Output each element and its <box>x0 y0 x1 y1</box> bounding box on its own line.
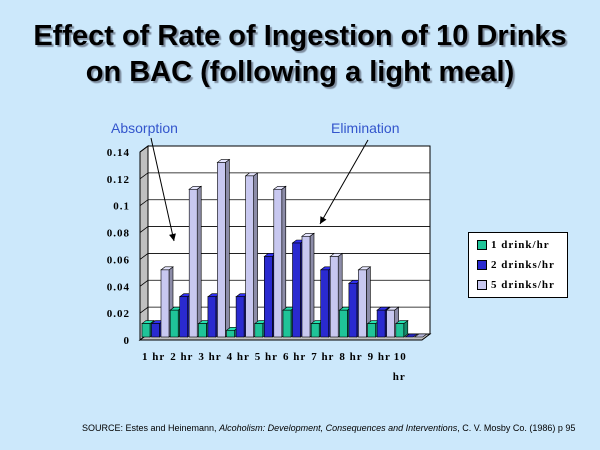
legend-swatch-3 <box>477 280 487 291</box>
bar-s2-c3 <box>207 296 217 338</box>
bar-s1-c4 <box>226 329 235 338</box>
legend-label-2: 2 drinks/hr <box>491 259 555 271</box>
x-tick-label-2: 2 hr <box>170 351 193 363</box>
bar-s2-c2 <box>179 296 188 338</box>
bar-s2-c8 <box>348 282 358 338</box>
legend-swatch-2 <box>477 260 487 271</box>
x-tick-label-10-unit: hr <box>393 371 406 383</box>
source-prefix: SOURCE: Estes and Heinemann, <box>82 423 220 433</box>
legend-label-3: 5 drinks/hr <box>491 279 555 291</box>
bar-s3-c6-side <box>309 232 315 338</box>
bar-s3-c2 <box>188 188 198 338</box>
bar-s3-c8 <box>358 269 367 338</box>
y-tick-label-0: 0 <box>124 335 131 347</box>
absorption-annotation: Absorption <box>111 120 178 136</box>
bar-s2-c10 <box>404 333 419 338</box>
title-line-2: on BAC (following a light meal) <box>85 56 515 88</box>
y-tick-label-6: 0.12 <box>107 174 130 186</box>
chart-legend: 1 drink/hr 2 drinks/hr 5 drinks/hr <box>468 232 568 298</box>
bar-s2-c9 <box>376 309 386 338</box>
legend-item-1: 1 drink/hr <box>477 239 550 253</box>
legend-label-1: 1 drink/hr <box>491 239 550 251</box>
bar-s1-c7 <box>310 323 320 338</box>
y-tick-label-5: 0.1 <box>113 201 130 213</box>
chart-title: Effect of Rate of Ingestion of 10 Drinks… <box>0 18 600 90</box>
bar-s3-c2-side <box>196 185 202 338</box>
source-book-title: Alcoholism: Development, Consequences an… <box>219 423 458 433</box>
x-tick-label-10: 10 <box>394 351 407 363</box>
bar-s2-c1 <box>151 323 160 338</box>
gridline-6 <box>139 172 430 180</box>
absorption-arrow-head <box>169 233 176 241</box>
bar-s3-c7 <box>329 256 339 338</box>
bar-s3-c5 <box>273 188 283 338</box>
gridline-5 <box>139 199 430 207</box>
elimination-arrow <box>319 139 369 225</box>
x-tick-label-7: 7 hr <box>311 351 334 363</box>
x-tick-label-8: 8 hr <box>339 351 362 363</box>
elimination-annotation: Elimination <box>331 120 400 136</box>
bar-s1-c5 <box>254 323 264 338</box>
bar-s3-c10 <box>413 333 428 338</box>
source-citation: SOURCE: Estes and Heinemann, Alcoholism:… <box>82 422 582 434</box>
plot-side-wall <box>139 145 149 341</box>
y-tick-label-2: 0.04 <box>107 281 130 293</box>
x-tick-label-1: 1 hr <box>142 351 165 363</box>
x-tick-label-9: 9 hr <box>368 351 391 363</box>
y-tick-label-1: 0.02 <box>107 308 130 320</box>
bar-s1-c3 <box>198 323 207 338</box>
bar-s3-c9 <box>386 309 395 338</box>
gridline-4 <box>139 226 430 233</box>
bar-s3-c6 <box>301 235 311 338</box>
bar-s2-c4 <box>235 296 245 338</box>
bar-s1-c2 <box>169 309 179 338</box>
x-tick-label-4: 4 hr <box>227 351 250 363</box>
legend-swatch-1 <box>477 240 487 251</box>
bar-s1-c8 <box>339 309 348 338</box>
gridline-7 <box>139 145 430 153</box>
x-tick-label-5: 5 hr <box>255 351 278 363</box>
elimination-arrow-head <box>320 216 327 224</box>
absorption-arrow <box>150 137 175 242</box>
bar-s2-c5 <box>263 256 273 338</box>
x-tick-label-6: 6 hr <box>283 351 306 363</box>
bar-s3-c4-side <box>253 172 258 338</box>
x-tick-label-3: 3 hr <box>198 351 221 363</box>
bar-s1-c1 <box>141 323 151 338</box>
bar-s3-c3 <box>217 162 226 338</box>
source-suffix: , C. V. Mosby Co. (1986) p 95 <box>457 423 576 433</box>
legend-item-2: 2 drinks/hr <box>477 259 555 273</box>
bar-s1-c9 <box>367 323 376 338</box>
y-tick-label-4: 0.08 <box>107 228 130 240</box>
bar-s3-c3-side <box>225 158 230 338</box>
bar-s3-c1 <box>160 269 170 338</box>
y-tick-label-7: 0.14 <box>107 147 130 159</box>
bar-s1-c10 <box>395 323 405 338</box>
title-line-1: Effect of Rate of Ingestion of 10 Drinks <box>33 20 567 52</box>
y-tick-label-3: 0.06 <box>107 254 130 266</box>
bar-s2-c7 <box>320 269 330 338</box>
bar-s1-c6 <box>282 309 292 338</box>
legend-item-3: 5 drinks/hr <box>477 279 555 293</box>
bar-s2-c6 <box>292 242 301 338</box>
bar-s3-c4 <box>245 175 254 338</box>
